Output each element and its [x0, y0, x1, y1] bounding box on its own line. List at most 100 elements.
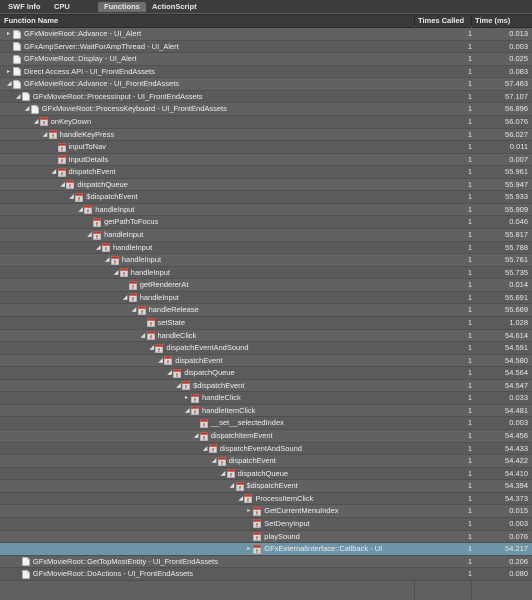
- table-row[interactable]: ◢ GFxMovieRoot::ProcessKeyboard - UI_Fron…: [0, 103, 532, 116]
- time-ms-value: 0.007: [509, 154, 528, 164]
- collapse-arrow-icon[interactable]: ◢: [69, 194, 74, 201]
- table-row[interactable]: ◢ f dispatchEvent 1 54.422: [0, 455, 532, 468]
- tab-actionscript[interactable]: ActionScript: [152, 2, 197, 11]
- table-row[interactable]: f setState 1 1.028: [0, 316, 532, 330]
- table-row[interactable]: ◢ f $dispatchEvent 1 54.547: [0, 379, 532, 393]
- table-row[interactable]: ◢ f ProcessItemClick 1 54.373: [0, 492, 532, 506]
- table-row[interactable]: ◢ GFxMovieRoot::ProcessInput - UI_FrontEn…: [0, 90, 532, 104]
- svg-text:f: f: [43, 121, 45, 126]
- collapse-arrow-icon[interactable]: ◢: [122, 294, 128, 301]
- table-row[interactable]: ◢ f onKeyDown 1 56.076: [0, 115, 532, 129]
- collapse-arrow-icon[interactable]: ◢: [113, 269, 119, 276]
- table-row[interactable]: ◢ f dispatchQueue 1 55.947: [0, 178, 532, 192]
- table-row[interactable]: ◢ f dispatchEvent 1 55.961: [0, 166, 532, 179]
- expand-arrow-icon[interactable]: ▸: [7, 68, 11, 75]
- collapse-arrow-icon[interactable]: ◢: [176, 382, 181, 389]
- column-divider[interactable]: [471, 15, 472, 27]
- table-row[interactable]: ◢ f handleInput 1 55.817: [0, 229, 532, 242]
- table-row[interactable]: f SetDenyInput 1 0.003: [0, 517, 532, 531]
- table-row[interactable]: ◢ f dispatchQueue 1 54.410: [0, 467, 532, 481]
- table-row[interactable]: ◢ f handleInput 1 55.761: [0, 254, 532, 267]
- table-row[interactable]: ◢ f handleInput 1 55.691: [0, 291, 532, 305]
- table-row[interactable]: GFxMovieRoot::DoActions - UI_FrontEndAss…: [0, 568, 532, 581]
- collapse-arrow-icon[interactable]: ◢: [87, 232, 92, 238]
- collapse-arrow-icon[interactable]: ◢: [149, 345, 155, 352]
- table-row[interactable]: ▸ Direct Access API - UI_FrontEndAssets 1 0…: [0, 65, 532, 79]
- table-row[interactable]: ◢ f $dispatchEvent 1 54.394: [0, 480, 532, 493]
- collapse-arrow-icon[interactable]: ◢: [167, 370, 172, 377]
- time-ms-value: 55.735: [505, 267, 528, 277]
- table-row[interactable]: ◢ f handleInput 1 55.735: [0, 266, 532, 280]
- collapse-arrow-icon[interactable]: ◢: [140, 332, 146, 339]
- expand-arrow-icon[interactable]: ▸: [7, 31, 11, 37]
- table-row[interactable]: f getRendererAt 1 0.014: [0, 279, 532, 292]
- collapse-arrow-icon[interactable]: ◢: [96, 244, 101, 251]
- collapse-arrow-icon[interactable]: ◢: [229, 483, 235, 490]
- table-row[interactable]: f __set__selectedIndex 1 0.003: [0, 417, 532, 430]
- time-ms-value: 54.547: [505, 380, 528, 390]
- times-called-value: 1: [467, 544, 472, 554]
- collapse-arrow-icon[interactable]: ◢: [60, 181, 66, 188]
- table-row[interactable]: GFxMovieRoot::GetTopMostEntity - UI_Fron…: [0, 555, 532, 569]
- collapse-arrow-icon[interactable]: ◢: [33, 118, 39, 125]
- column-header-times-called[interactable]: Times Called: [418, 16, 465, 25]
- collapse-arrow-icon[interactable]: ◢: [202, 445, 208, 452]
- table-row[interactable]: f playSound 1 0.076: [0, 530, 532, 544]
- collapse-arrow-icon[interactable]: ◢: [131, 307, 137, 314]
- table-row[interactable]: ◢ f handleClick 1 54.614: [0, 329, 532, 343]
- collapse-arrow-icon[interactable]: ◢: [7, 81, 12, 88]
- table-row-selected[interactable]: ▸ f GFxExternalInterface::Callback - UI 1 54…: [0, 543, 532, 556]
- time-ms-value: 54.614: [505, 330, 528, 340]
- column-divider[interactable]: [414, 15, 415, 27]
- collapse-arrow-icon[interactable]: ◢: [24, 106, 30, 113]
- table-row[interactable]: f InputDetails 1 0.007: [0, 153, 532, 167]
- collapse-arrow-icon[interactable]: ◢: [51, 169, 57, 176]
- table-row[interactable]: ◢ f dispatchEventAndSound 1 54.433: [0, 442, 532, 456]
- time-ms-value: 55.933: [505, 192, 528, 202]
- function-icon: f: [253, 519, 262, 529]
- table-row[interactable]: ▸ GFxMovieRoot::Advance - UI_Alert 1 0.013: [0, 28, 532, 41]
- collapse-arrow-icon[interactable]: ◢: [78, 206, 83, 213]
- column-header-time-ms[interactable]: Time (ms): [475, 16, 511, 25]
- collapse-arrow-icon[interactable]: ◢: [220, 470, 226, 477]
- collapse-arrow-icon[interactable]: ◢: [158, 357, 163, 364]
- expand-arrow-icon[interactable]: ▸: [247, 546, 251, 553]
- document-icon: [30, 105, 39, 114]
- table-row[interactable]: ◢ f dispatchItemEvent 1 54.456: [0, 430, 532, 443]
- times-called-value: 1: [467, 493, 472, 503]
- times-called-value: 1: [467, 104, 472, 114]
- times-called-value: 1: [467, 54, 472, 64]
- collapse-arrow-icon[interactable]: ◢: [185, 407, 190, 414]
- table-row[interactable]: ◢ GFxMovieRoot::Advance - UI_FrontEndAsse…: [0, 78, 532, 91]
- collapse-arrow-icon[interactable]: ◢: [193, 433, 199, 439]
- table-row[interactable]: ◢ f handleInput 1 55.909: [0, 203, 532, 217]
- function-name: handleClick: [202, 393, 241, 403]
- table-row[interactable]: f getPathToFocus 1 0.046: [0, 216, 532, 229]
- collapse-arrow-icon[interactable]: ◢: [211, 458, 217, 465]
- collapse-arrow-icon[interactable]: ◢: [238, 495, 244, 502]
- tab-cpu[interactable]: CPU: [54, 2, 70, 11]
- column-header-function-name[interactable]: Function Name: [4, 16, 59, 25]
- tab-swf-info[interactable]: SWF Info: [8, 2, 41, 11]
- table-row[interactable]: ▸ f GetCurrentMenuIndex 1 0.015: [0, 505, 532, 518]
- svg-text:f: f: [141, 310, 143, 315]
- table-row[interactable]: ◢ f handleKeyPress 1 56.027: [0, 128, 532, 142]
- times-called-value: 1: [467, 355, 472, 365]
- table-row[interactable]: ◢ f handleRelease 1 55.669: [0, 304, 532, 317]
- collapse-arrow-icon[interactable]: ◢: [42, 131, 48, 138]
- table-row[interactable]: ◢ f dispatchQueue 1 54.564: [0, 367, 532, 380]
- table-row[interactable]: ◢ f dispatchEvent 1 54.580: [0, 354, 532, 368]
- table-row[interactable]: GFxMovieRoot::Display - UI_Alert 1 0.025: [0, 53, 532, 66]
- tab-functions[interactable]: Functions: [98, 2, 146, 12]
- expand-arrow-icon[interactable]: ▸: [185, 395, 189, 402]
- table-row[interactable]: GFxAmpServer::WaitForAmpThread - UI_Aler…: [0, 40, 532, 54]
- collapse-arrow-icon[interactable]: ◢: [104, 257, 110, 264]
- table-row[interactable]: ◢ f dispatchEventAndSound 1 54.591: [0, 342, 532, 355]
- table-row[interactable]: f inputToNav 1 0.011: [0, 141, 532, 154]
- collapse-arrow-icon[interactable]: ◢: [15, 93, 21, 100]
- table-row[interactable]: ◢ f $dispatchEvent 1 55.933: [0, 191, 532, 204]
- expand-arrow-icon[interactable]: ▸: [247, 508, 251, 515]
- table-row[interactable]: ◢ f handleInput 1 55.788: [0, 241, 532, 255]
- table-row[interactable]: ◢ f handleItemClick 1 54.481: [0, 404, 532, 418]
- table-row[interactable]: ▸ f handleClick 1 0.033: [0, 392, 532, 405]
